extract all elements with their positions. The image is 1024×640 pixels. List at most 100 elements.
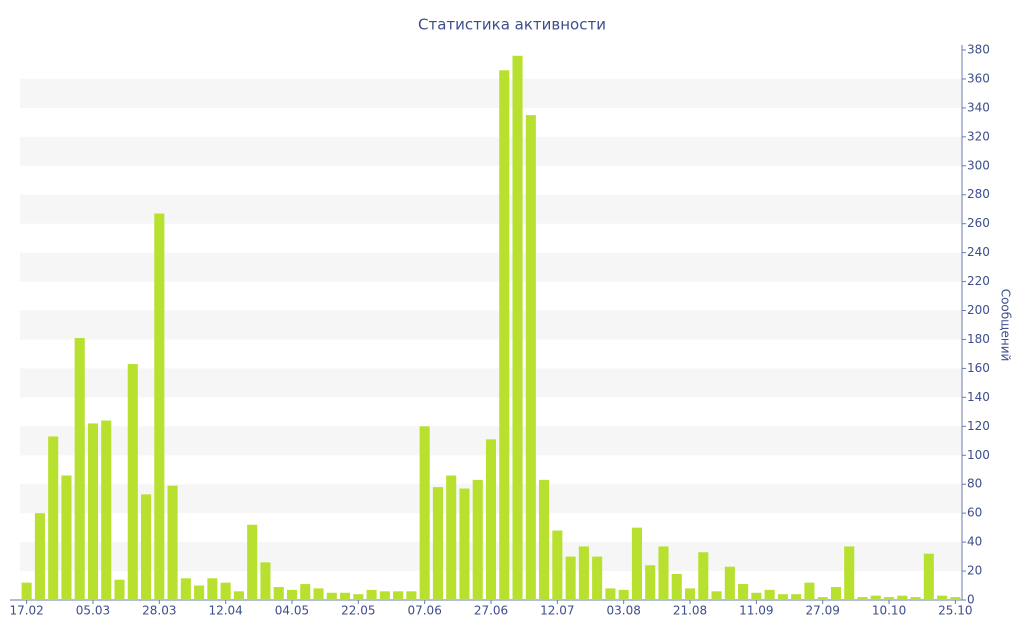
bar bbox=[313, 588, 324, 600]
bar bbox=[61, 475, 72, 600]
bar bbox=[658, 546, 669, 600]
y-tick-label: 220 bbox=[967, 274, 990, 288]
bar bbox=[220, 582, 231, 600]
y-tick-label: 80 bbox=[967, 477, 982, 491]
bar bbox=[910, 597, 921, 600]
bar bbox=[300, 584, 311, 600]
x-tick-label: 25.10 bbox=[938, 604, 972, 618]
y-tick-label: 320 bbox=[967, 129, 990, 143]
bar bbox=[207, 578, 218, 600]
y-tick-label: 20 bbox=[967, 564, 982, 578]
y-tick-label: 240 bbox=[967, 245, 990, 259]
bar bbox=[472, 479, 483, 600]
bar bbox=[844, 546, 855, 600]
bar bbox=[194, 585, 205, 600]
chart-title: Статистика активности bbox=[418, 16, 606, 34]
bar bbox=[366, 589, 377, 600]
bar bbox=[830, 586, 841, 600]
x-tick-label: 27.09 bbox=[806, 604, 840, 618]
bar bbox=[87, 423, 99, 600]
y-tick-label: 40 bbox=[967, 535, 982, 549]
bar bbox=[950, 597, 961, 600]
y-tick-label: 100 bbox=[967, 448, 990, 462]
x-tick-label: 17.02 bbox=[9, 604, 43, 618]
bar bbox=[260, 562, 271, 600]
bar bbox=[937, 595, 948, 600]
bar bbox=[578, 546, 589, 600]
y-tick-label: 140 bbox=[967, 390, 990, 404]
y-tick-label: 180 bbox=[967, 332, 990, 346]
bar bbox=[34, 513, 45, 600]
y-tick-label: 300 bbox=[967, 158, 990, 172]
bar bbox=[446, 475, 457, 600]
bar bbox=[791, 594, 802, 600]
bar bbox=[48, 436, 59, 600]
bar bbox=[817, 597, 828, 600]
bar bbox=[233, 591, 244, 600]
bar bbox=[618, 589, 629, 600]
x-tick-label: 28.03 bbox=[142, 604, 176, 618]
bar bbox=[724, 566, 735, 600]
y-tick-label: 200 bbox=[967, 303, 990, 317]
bar bbox=[127, 364, 138, 600]
bar bbox=[247, 524, 258, 600]
bar bbox=[684, 588, 696, 600]
x-tick-label: 12.04 bbox=[208, 604, 242, 618]
x-tick-label: 21.08 bbox=[673, 604, 707, 618]
bar bbox=[286, 589, 298, 600]
bar bbox=[552, 530, 563, 600]
bar bbox=[565, 556, 576, 600]
bar bbox=[751, 592, 762, 600]
y-tick-label: 380 bbox=[967, 43, 990, 57]
bar bbox=[273, 586, 284, 600]
x-tick-label: 22.05 bbox=[341, 604, 375, 618]
bar bbox=[923, 553, 934, 600]
bar bbox=[167, 485, 178, 600]
bar bbox=[499, 70, 510, 600]
bar bbox=[154, 213, 165, 601]
grid-band bbox=[20, 310, 962, 340]
grid-band bbox=[20, 194, 962, 224]
y-tick-label: 160 bbox=[967, 361, 990, 375]
bar bbox=[180, 578, 191, 600]
y-tick-label: 120 bbox=[967, 419, 990, 433]
bar bbox=[738, 584, 749, 600]
bar bbox=[393, 591, 404, 600]
bar bbox=[379, 591, 390, 600]
x-tick-label: 27.06 bbox=[474, 604, 508, 618]
bar bbox=[671, 573, 682, 600]
x-tick-label: 12.07 bbox=[540, 604, 574, 618]
grid-band bbox=[20, 252, 962, 282]
bar bbox=[101, 420, 112, 600]
x-tick-label: 10.10 bbox=[872, 604, 906, 618]
grid-band bbox=[20, 136, 962, 166]
bar bbox=[645, 565, 656, 600]
bar bbox=[631, 527, 642, 600]
y-tick-label: 60 bbox=[967, 506, 982, 520]
bar bbox=[485, 439, 497, 600]
bar bbox=[857, 597, 868, 600]
bar bbox=[141, 494, 152, 600]
bar bbox=[326, 592, 337, 600]
bar bbox=[605, 588, 616, 600]
bar bbox=[777, 594, 788, 600]
bar bbox=[340, 592, 351, 600]
bar bbox=[21, 582, 32, 600]
bar bbox=[870, 595, 881, 600]
x-tick-label: 04.05 bbox=[275, 604, 309, 618]
bar bbox=[419, 426, 430, 600]
bar bbox=[539, 479, 550, 600]
y-tick-label: 340 bbox=[967, 100, 990, 114]
bar bbox=[512, 55, 523, 600]
x-tick-label: 11.09 bbox=[739, 604, 773, 618]
bar bbox=[698, 552, 709, 600]
bar bbox=[764, 589, 775, 600]
x-tick-label: 03.08 bbox=[606, 604, 640, 618]
grid-band bbox=[20, 78, 962, 108]
grid-band bbox=[20, 368, 962, 398]
y-tick-label: 360 bbox=[967, 71, 990, 85]
y-tick-label: 0 bbox=[967, 593, 975, 607]
bar bbox=[74, 338, 85, 600]
y-axis-label: Сообщений bbox=[999, 289, 1013, 362]
bar bbox=[711, 591, 722, 600]
